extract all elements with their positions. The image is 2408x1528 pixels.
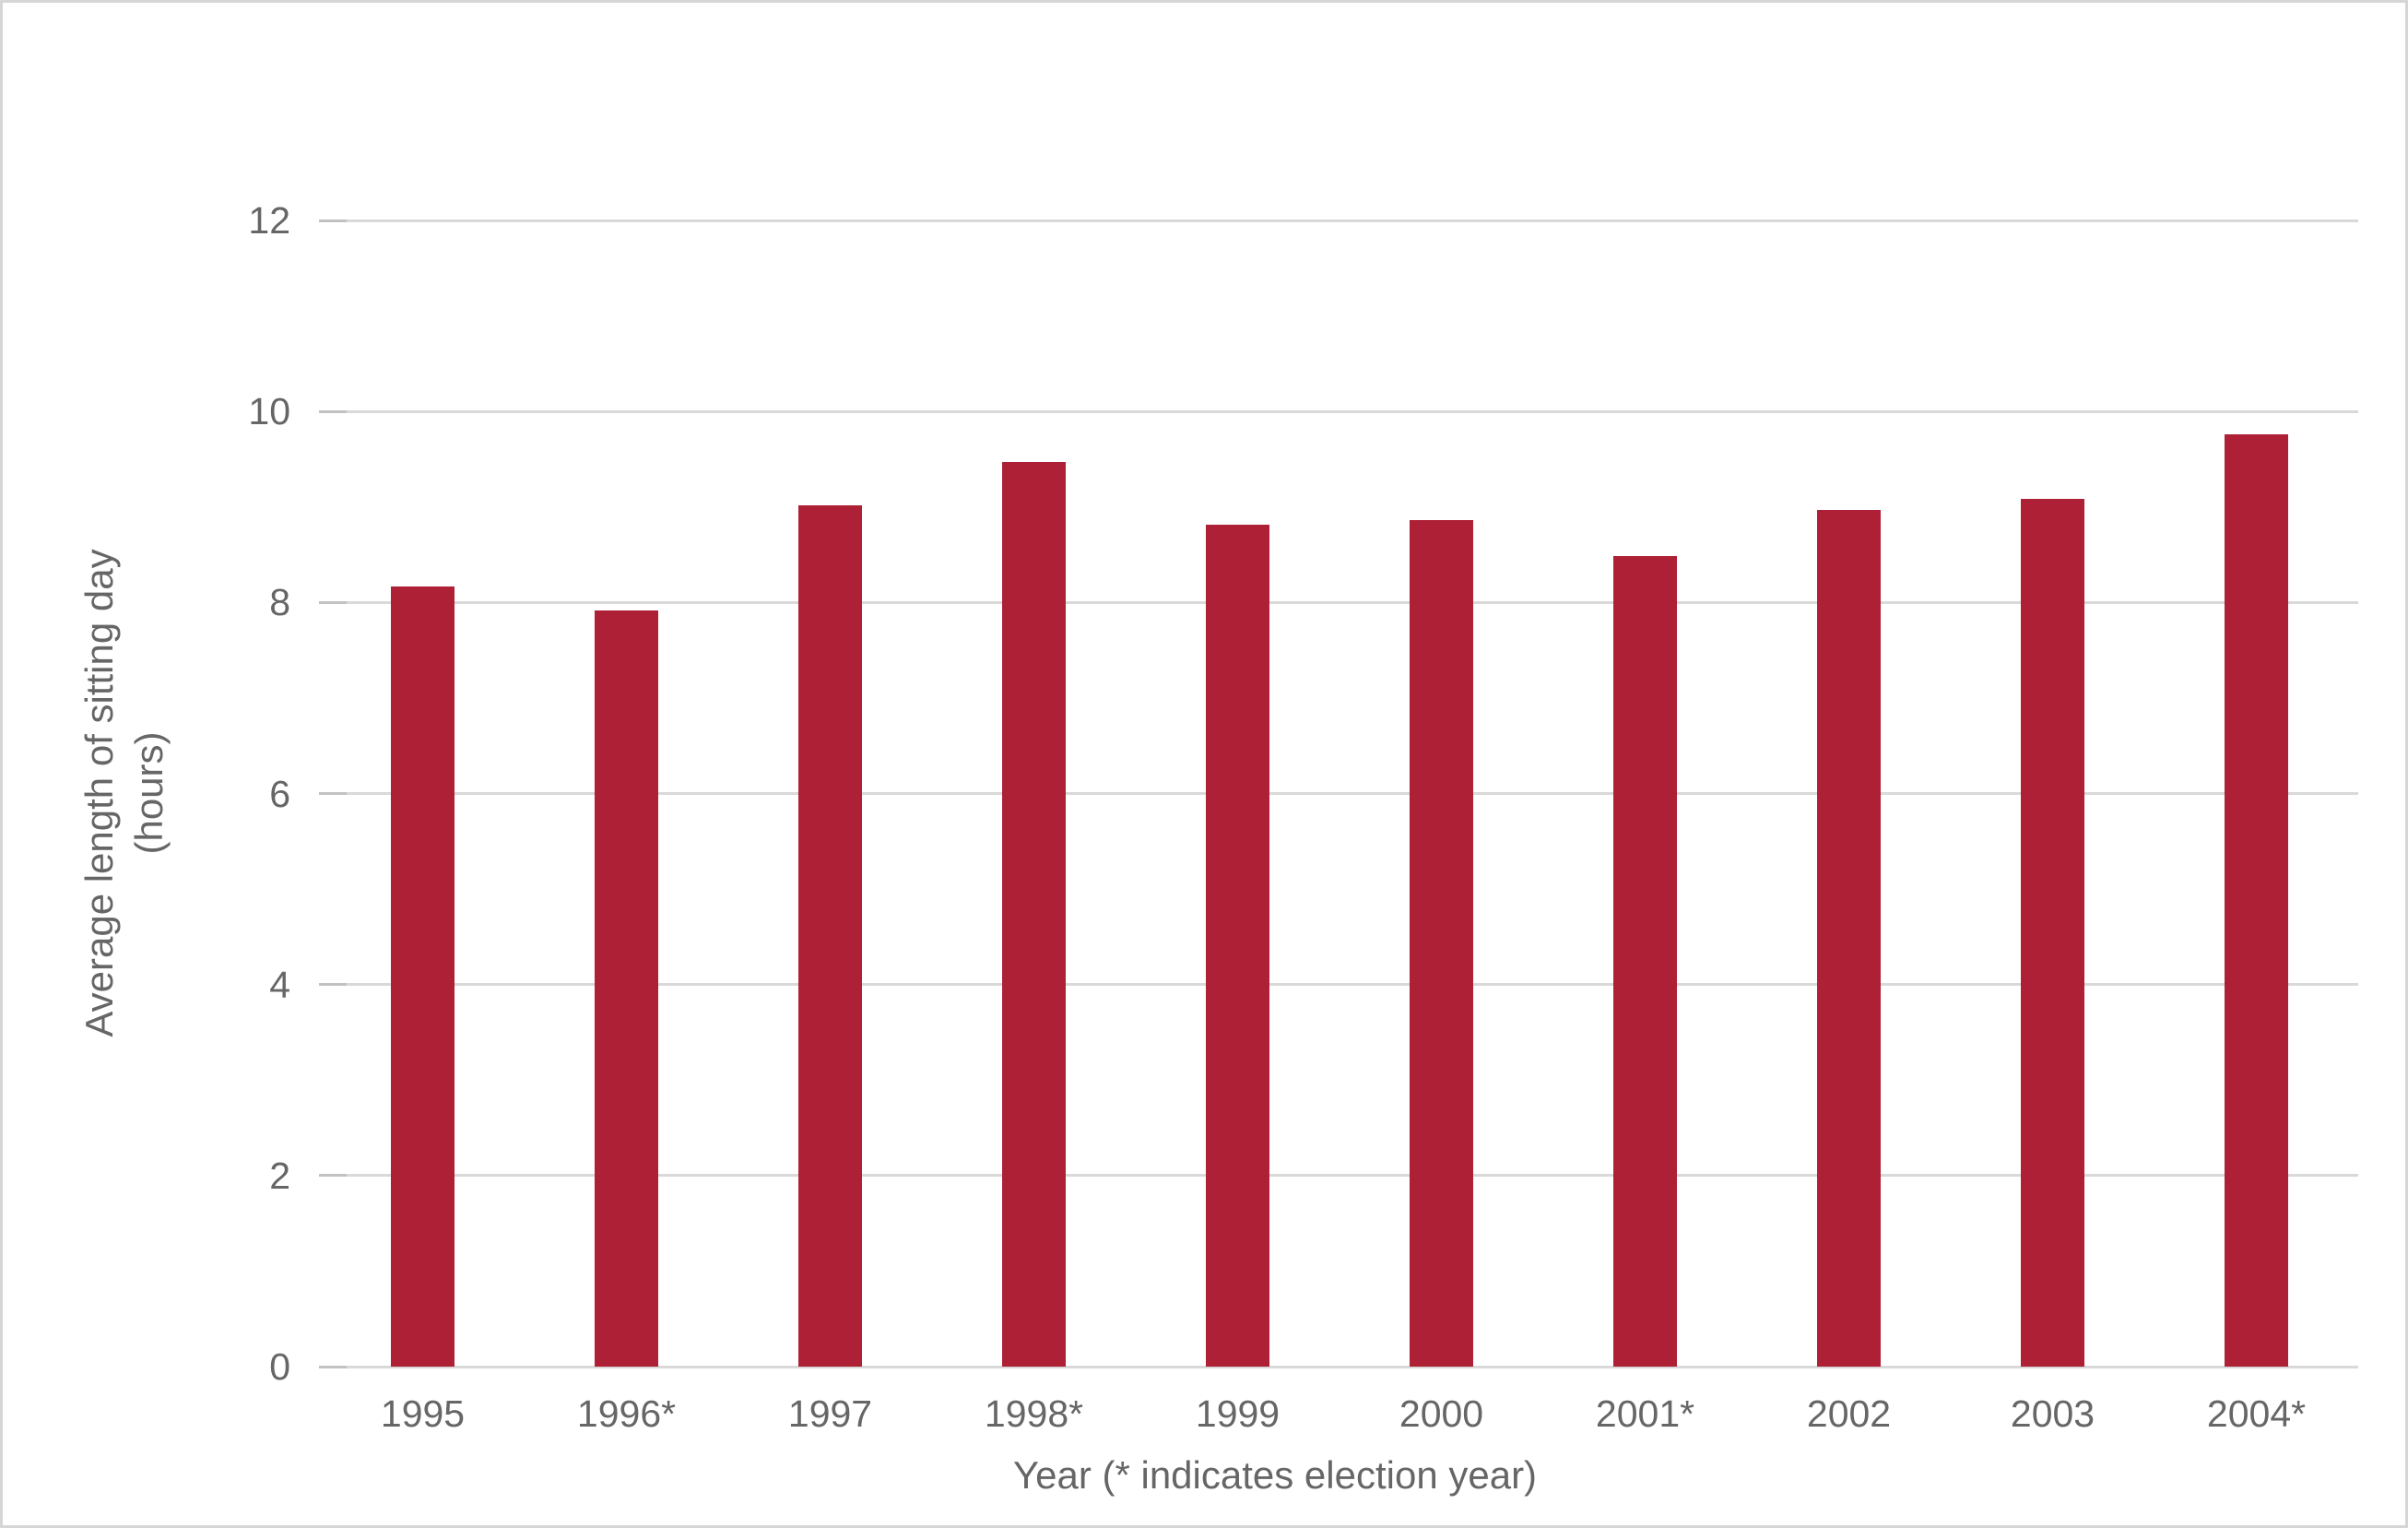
bar-2002 xyxy=(1817,509,1881,1367)
y-tickmark-8 xyxy=(319,600,347,604)
x-tick-label-1998*: 1998* xyxy=(984,1392,1084,1435)
y-tick-label-12: 12 xyxy=(248,199,290,242)
y-tickmark-6 xyxy=(319,792,347,795)
bar-2003 xyxy=(2021,499,2084,1367)
y-axis-title-line1: Average length of sitting day xyxy=(77,549,121,1037)
x-tick-label-2000: 2000 xyxy=(1399,1392,1484,1435)
gridline-y-0 xyxy=(319,1365,2358,1368)
bar-2001* xyxy=(1613,555,1677,1367)
bar-2000 xyxy=(1410,520,1473,1367)
y-tick-label-6: 6 xyxy=(269,772,290,815)
y-tickmark-0 xyxy=(319,1365,347,1368)
y-tickmark-10 xyxy=(319,409,347,413)
bar-1996* xyxy=(595,610,658,1367)
x-axis-title: Year (* indicates election year) xyxy=(1012,1453,1538,1497)
y-tick-label-0: 0 xyxy=(269,1345,290,1388)
gridline-y-6 xyxy=(319,792,2358,795)
bar-2004* xyxy=(2225,434,2288,1367)
bar-1997 xyxy=(798,504,862,1367)
bar-1998* xyxy=(1002,462,1066,1367)
x-tick-label-2004*: 2004* xyxy=(2206,1392,2307,1435)
y-tick-label-10: 10 xyxy=(248,390,290,433)
x-tick-label-2001*: 2001* xyxy=(1595,1392,1695,1435)
x-tick-label-1996*: 1996* xyxy=(576,1392,677,1435)
y-tick-label-4: 4 xyxy=(269,963,290,1006)
x-tick-label-2003: 2003 xyxy=(2010,1392,2095,1435)
gridline-y-8 xyxy=(319,600,2358,604)
bar-1999 xyxy=(1206,525,1269,1367)
y-tickmark-12 xyxy=(319,219,347,222)
y-tickmark-2 xyxy=(319,1174,347,1178)
x-tick-label-1997: 1997 xyxy=(787,1392,873,1435)
y-tickmark-4 xyxy=(319,983,347,987)
bar-1995 xyxy=(391,586,454,1367)
plot-area xyxy=(319,219,2358,1368)
x-tick-label-2002: 2002 xyxy=(1806,1392,1892,1435)
y-tick-label-8: 8 xyxy=(269,581,290,624)
gridline-y-10 xyxy=(319,409,2358,413)
gridline-y-4 xyxy=(319,983,2358,987)
x-tick-label-1999: 1999 xyxy=(1195,1392,1281,1435)
gridline-y-2 xyxy=(319,1174,2358,1178)
gridline-y-12 xyxy=(319,219,2358,222)
x-tick-label-1995: 1995 xyxy=(380,1392,466,1435)
y-tick-label-2: 2 xyxy=(269,1154,290,1197)
